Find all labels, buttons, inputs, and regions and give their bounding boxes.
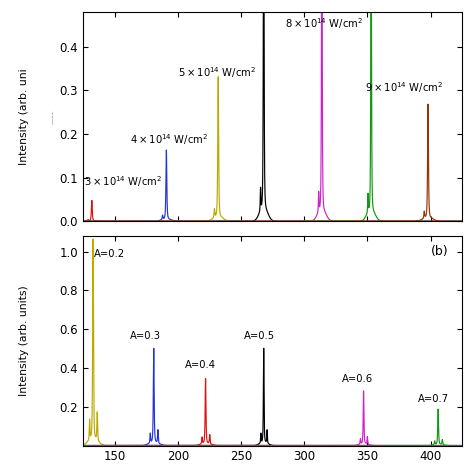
Text: (b): (b) [431, 246, 449, 258]
Text: $8\times10^{14}$ W/cm$^2$: $8\times10^{14}$ W/cm$^2$ [285, 17, 364, 31]
Text: $9\times10^{14}$ W/cm$^2$: $9\times10^{14}$ W/cm$^2$ [365, 80, 443, 95]
Y-axis label: Intensity (arb. uni…: Intensity (arb. uni… [52, 109, 54, 124]
Text: Intensity (arb. uni: Intensity (arb. uni [19, 68, 29, 165]
Text: Intensity (arb. units): Intensity (arb. units) [19, 285, 29, 396]
Text: A=0.2: A=0.2 [94, 249, 126, 259]
Text: $4\times10^{14}$ W/cm$^2$: $4\times10^{14}$ W/cm$^2$ [130, 132, 208, 147]
Text: A=0.5: A=0.5 [244, 331, 274, 341]
Text: $5\times10^{14}$ W/cm$^2$: $5\times10^{14}$ W/cm$^2$ [178, 65, 256, 80]
Text: A=0.4: A=0.4 [185, 360, 216, 370]
Text: A=0.7: A=0.7 [418, 394, 449, 404]
Text: A=0.6: A=0.6 [342, 374, 373, 384]
Text: A=0.3: A=0.3 [130, 331, 161, 341]
Text: $3\times10^{14}$ W/cm$^2$: $3\times10^{14}$ W/cm$^2$ [84, 174, 163, 189]
